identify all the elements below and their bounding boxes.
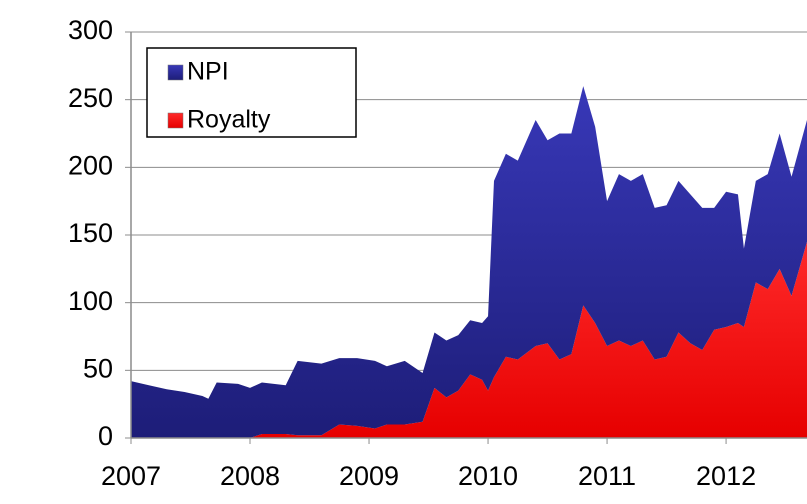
legend-label: Royalty — [187, 106, 271, 134]
y-tick-label: 150 — [68, 218, 113, 248]
x-tick-label: 2008 — [220, 461, 280, 491]
area-0 — [131, 241, 807, 438]
y-tick-label: 300 — [68, 15, 113, 45]
x-tick-label: 2009 — [339, 461, 399, 491]
legend-swatch — [167, 112, 184, 129]
x-tick-label: 2010 — [458, 461, 518, 491]
x-tick-label: 2007 — [101, 461, 161, 491]
y-tick-label: 100 — [68, 286, 113, 316]
area-1 — [131, 86, 807, 438]
y-tick-label: 250 — [68, 83, 113, 113]
legend-label: NPI — [187, 58, 229, 86]
y-tick-label: 0 — [98, 421, 113, 451]
y-tick-label: 50 — [83, 353, 113, 383]
y-tick-label: 200 — [68, 150, 113, 180]
legend-swatch — [167, 64, 184, 81]
x-tick-label: 2011 — [578, 461, 636, 491]
x-tick-label: 2012 — [696, 461, 756, 491]
